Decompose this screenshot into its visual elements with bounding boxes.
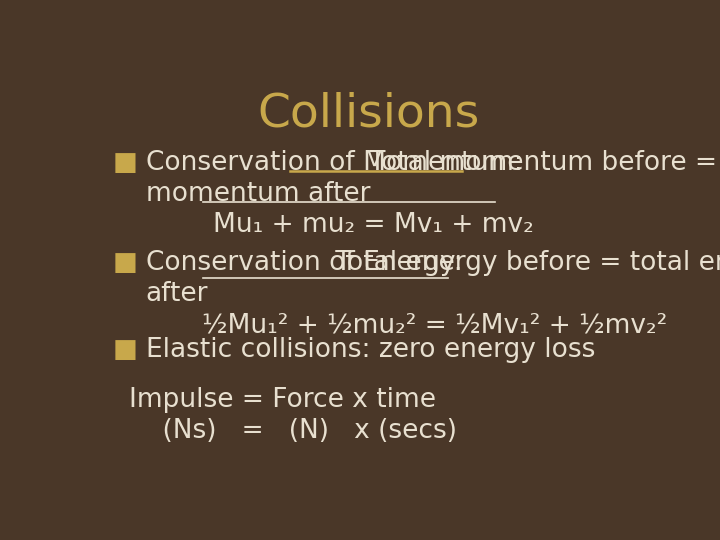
Text: Mu₁ + mu₂ = Mv₁ + mv₂: Mu₁ + mu₂ = Mv₁ + mv₂ [213,212,534,238]
Text: ■: ■ [112,337,138,363]
Text: Collisions: Collisions [258,92,480,137]
Text: ■: ■ [112,150,138,176]
Text: (Ns)   =   (N)   x (secs): (Ns) = (N) x (secs) [129,418,457,444]
Text: Conservation of Momentum:: Conservation of Momentum: [145,150,523,176]
Text: Impulse = Force x time: Impulse = Force x time [129,387,436,413]
Text: Total momentum before = total: Total momentum before = total [361,150,720,176]
Text: momentum after: momentum after [145,181,370,207]
Text: Elastic collisions: zero energy loss: Elastic collisions: zero energy loss [145,337,595,363]
Text: after: after [145,281,208,307]
Text: ■: ■ [112,250,138,276]
Text: ½Mu₁² + ½mu₂² = ½Mv₁² + ½mv₂²: ½Mu₁² + ½mu₂² = ½Mv₁² + ½mv₂² [202,312,667,338]
Text: Total energy before = total energy: Total energy before = total energy [327,250,720,276]
Text: Conservation of Energy:: Conservation of Energy: [145,250,462,276]
